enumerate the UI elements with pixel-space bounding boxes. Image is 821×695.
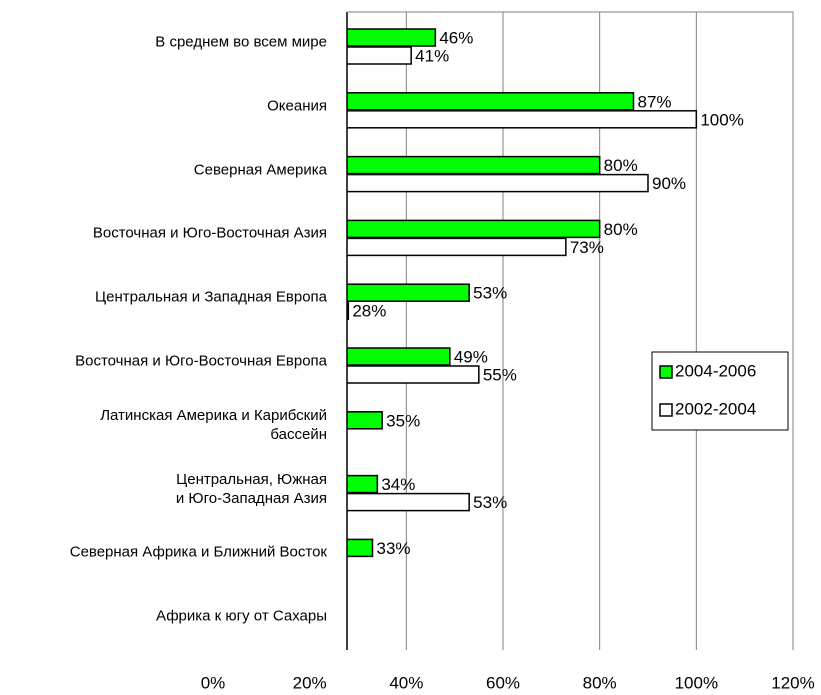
value-label: 49% [454, 347, 488, 366]
value-label: 41% [415, 46, 449, 65]
x-tick-label: 120% [771, 673, 814, 692]
value-label: 28% [352, 302, 386, 321]
value-label: 80% [604, 156, 638, 175]
category-label: В среднем во всем мире [155, 33, 327, 51]
value-label: 53% [473, 493, 507, 512]
category-label: Восточная и Юго-Восточная Азия [92, 224, 327, 242]
legend-swatch [659, 403, 673, 417]
legend-swatch [659, 365, 673, 379]
category-label: Центральная, Южная и Юго-Западная Азия [175, 470, 327, 507]
category-label: Океания [267, 97, 327, 115]
x-tick-label: 40% [389, 673, 423, 692]
x-tick-label: 80% [583, 673, 617, 692]
legend-label: 2004-2006 [675, 361, 756, 380]
category-label: Центральная и Западная Европа [95, 288, 327, 306]
x-tick-label: 20% [293, 673, 327, 692]
value-label: 33% [377, 539, 411, 558]
legend-label: 2002-2004 [675, 399, 756, 418]
value-label: 34% [381, 475, 415, 494]
value-label: 80% [604, 220, 638, 239]
category-label: Латинская Америка и Карибский бассейн [100, 406, 327, 443]
mask [0, 0, 347, 660]
value-label: 73% [570, 238, 604, 257]
x-tick-label: 100% [675, 673, 718, 692]
value-label: 46% [439, 28, 473, 47]
x-tick-label: 60% [486, 673, 520, 692]
value-label: 55% [483, 365, 517, 384]
value-label: 90% [652, 174, 686, 193]
value-label: 53% [473, 284, 507, 303]
value-label: 35% [386, 411, 420, 430]
legend-box [651, 351, 789, 431]
value-label: 100% [700, 110, 743, 129]
plot-border [347, 11, 794, 650]
value-label: 87% [638, 92, 672, 111]
category-label: Северная Африка и Ближний Восток [69, 543, 327, 561]
category-label: Северная Америка [193, 161, 327, 179]
x-tick-label: 0% [201, 673, 226, 692]
category-label: Восточная и Юго-Восточная Европа [75, 352, 327, 370]
category-label: Африка к югу от Сахары [156, 607, 327, 625]
